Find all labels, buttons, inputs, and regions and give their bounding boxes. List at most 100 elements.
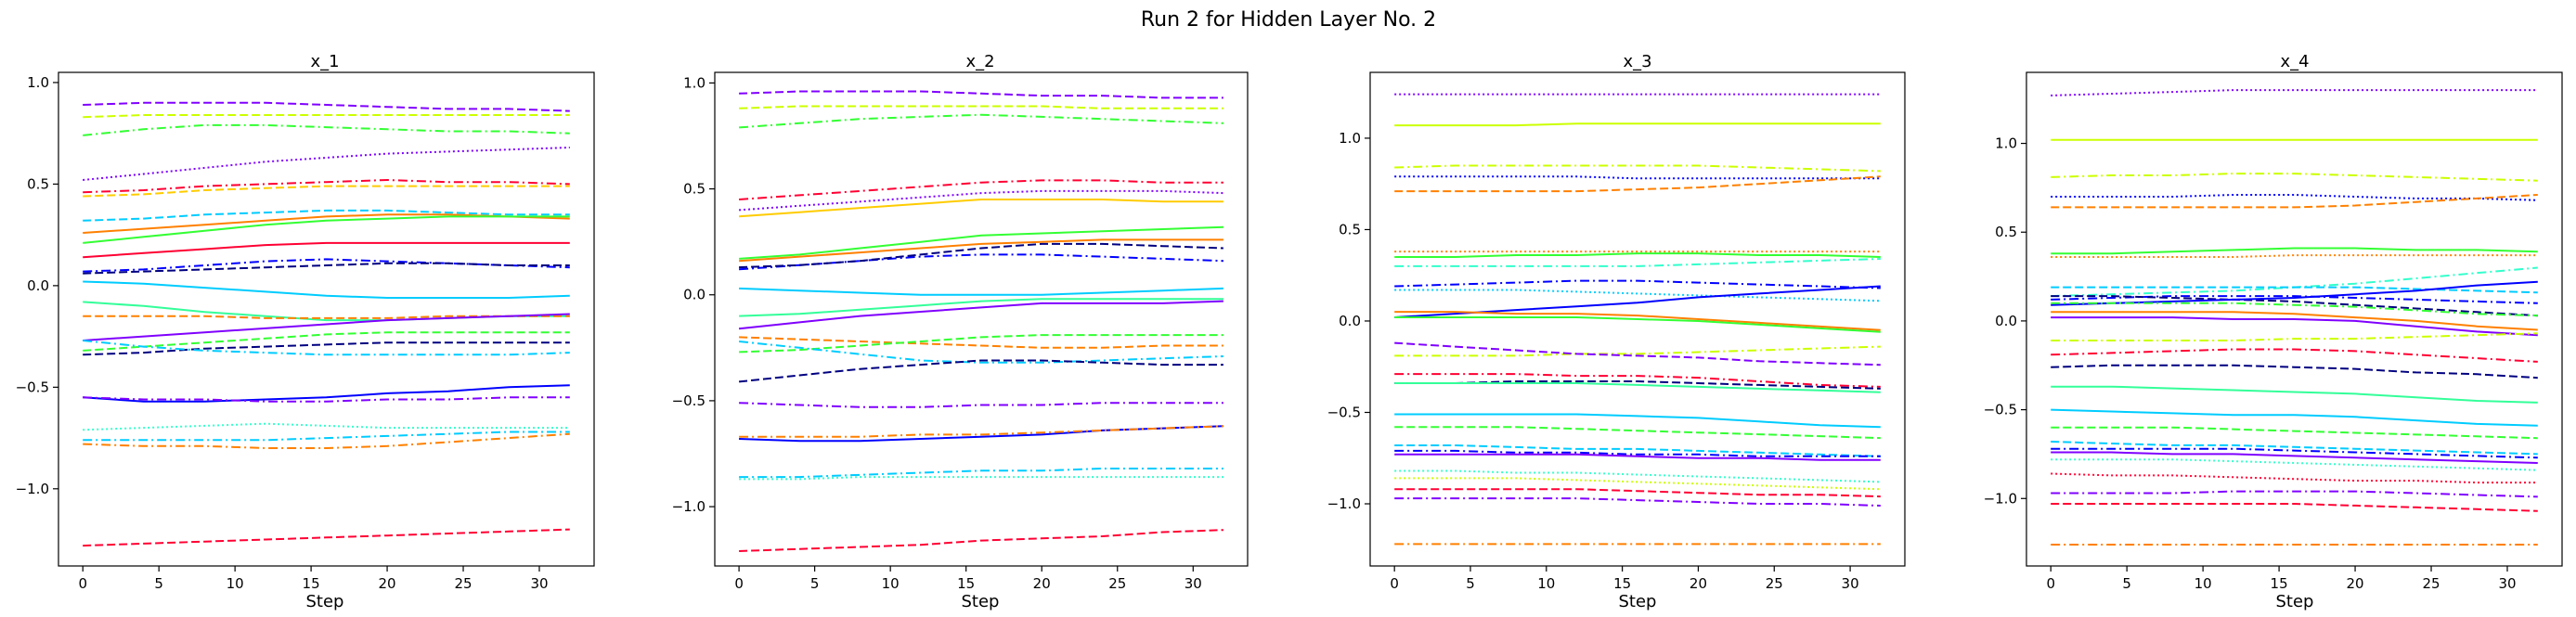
- x-axis-label: Step: [2276, 592, 2314, 611]
- series-line-2: [2051, 173, 2538, 182]
- series-line-16: [738, 359, 1223, 383]
- x-axis-label: Step: [962, 592, 1000, 611]
- series-line-15: [83, 313, 570, 341]
- series-line-19: [83, 384, 570, 403]
- subplot-title: x_4: [2280, 52, 2309, 71]
- series-line-22: [1394, 453, 1881, 461]
- series-line-18: [83, 340, 570, 356]
- subplot-x2: x_2 0 5 10 15 20 25 30 −1.0 −0.5 0.0 0.5 1.0 Step: [672, 52, 1249, 611]
- x-tick-label: 20: [379, 575, 396, 592]
- y-tick-label: 1.0: [683, 74, 705, 91]
- series-line-19: [2051, 408, 2538, 427]
- series-line-17: [1394, 382, 1881, 393]
- x-tick-label: 30: [530, 575, 548, 592]
- series-line-22: [739, 529, 1223, 552]
- x-tick-label: 15: [957, 575, 975, 592]
- series-line-20: [1394, 444, 1881, 457]
- series-line-11: [1394, 311, 1881, 331]
- axes-frame: [714, 71, 1249, 567]
- series-line-14: [739, 334, 1223, 353]
- series-line-26: [2051, 490, 2538, 498]
- y-tick-label: −0.5: [1984, 402, 2017, 418]
- y-tick-label: −0.5: [16, 379, 49, 395]
- series-line-0: [83, 101, 570, 112]
- x-tick-label: 20: [1033, 575, 1051, 592]
- y-tick-label: 0.0: [683, 287, 705, 303]
- series-line-0: [739, 90, 1223, 99]
- series-line-5: [739, 199, 1223, 218]
- y-tick-label: 1.0: [1995, 135, 2017, 152]
- subplot-title: x_2: [965, 52, 994, 71]
- series-line-7: [739, 225, 1223, 260]
- series-line-18: [1394, 413, 1881, 429]
- series-line-10: [83, 258, 570, 273]
- x-tick-label: 15: [1613, 575, 1631, 592]
- y-tick-label: −0.5: [1327, 404, 1361, 420]
- y-tick-label: 0.0: [1995, 313, 2017, 329]
- series-line-1: [739, 105, 1223, 109]
- series-line-24: [1394, 477, 1881, 491]
- x-tick-label: 10: [2194, 575, 2212, 592]
- series-line-8: [739, 253, 1223, 271]
- series-line-16: [1394, 380, 1881, 390]
- series-line-23: [2051, 451, 2538, 464]
- x-tick-label: 0: [734, 575, 744, 592]
- x-tick-label: 0: [1390, 575, 1399, 592]
- axes-frame: [58, 71, 595, 567]
- series-line-15: [1394, 373, 1881, 388]
- y-tick-label: −1.0: [1327, 495, 1361, 512]
- x-tick-label: 5: [154, 575, 163, 592]
- series-line-15: [2051, 332, 2538, 341]
- series-line-14: [1394, 341, 1881, 366]
- figure-title: Run 2 for Hidden Layer No. 2: [1141, 8, 1436, 32]
- y-tick-label: 1.0: [27, 74, 49, 91]
- subplot-x4: x_4 0 5 10 15 20 25 30 −1.0 −0.5 0.0 0.5 1.0 Step: [1984, 52, 2563, 611]
- subplot-x1: x_1 0 5 10 15 20 25 30 −1.0 −0.5 0.0 0.5 1.0 Step: [16, 52, 595, 611]
- x-tick-label: 20: [2347, 575, 2364, 592]
- y-tick-label: −1.0: [16, 481, 49, 497]
- series-line-19: [739, 425, 1223, 438]
- subplot-x3: x_3 0 5 10 15 20 25 30 −1.0 −0.5 0.0 0.5 1.0 Step: [1327, 52, 1906, 611]
- x-tick-label: 25: [1766, 575, 1783, 592]
- series-line-2: [739, 113, 1223, 129]
- plot-area: 0 5 10 15 20 25 30 −1.0 −0.5 0.0 0.5 1.0: [16, 71, 595, 592]
- series-line-17: [83, 341, 570, 356]
- series-line-24: [83, 528, 570, 547]
- series-line-6: [1394, 252, 1881, 258]
- series-line-26: [1394, 497, 1881, 507]
- series-line-18: [2051, 385, 2538, 404]
- series-line-10: [739, 298, 1223, 317]
- x-tick-label: 30: [1842, 575, 1859, 592]
- series-line-9: [1394, 289, 1881, 302]
- series-line-13: [739, 336, 1223, 349]
- y-tick-label: 0.5: [683, 181, 705, 198]
- axes-frame: [2026, 71, 2563, 567]
- series-line-23: [83, 432, 570, 449]
- series-line-9: [2051, 295, 2538, 304]
- series-line-20: [83, 396, 570, 403]
- x-tick-label: 15: [303, 575, 320, 592]
- series-line-20: [739, 468, 1223, 479]
- x-tick-label: 10: [227, 575, 244, 592]
- series-line-25: [1394, 488, 1881, 498]
- plot-area: 0 5 10 15 20 25 30 −1.0 −0.5 0.0 0.5 1.0: [672, 71, 1249, 592]
- series-line-15: [738, 341, 1223, 364]
- series-line-1: [1394, 122, 1881, 127]
- plot-area: 0 5 10 15 20 25 30 −1.0 −0.5 0.0 0.5 1.0: [1984, 71, 2563, 592]
- series-line-23: [1394, 469, 1881, 483]
- x-tick-label: 25: [2422, 575, 2440, 592]
- x-tick-label: 25: [1108, 575, 1126, 592]
- series-line-9: [83, 241, 570, 259]
- series-line-4: [1394, 175, 1881, 193]
- series-line-4: [83, 179, 570, 194]
- subplot-title: x_1: [310, 52, 339, 71]
- series-line-13: [83, 280, 570, 299]
- series-line-16: [83, 331, 570, 352]
- series-line-22: [83, 431, 570, 442]
- x-axis-label: Step: [306, 592, 344, 611]
- x-tick-label: 30: [1184, 575, 1202, 592]
- axes-frame: [1369, 71, 1906, 567]
- series-line-8: [83, 215, 570, 244]
- series-line-8: [2051, 286, 2538, 294]
